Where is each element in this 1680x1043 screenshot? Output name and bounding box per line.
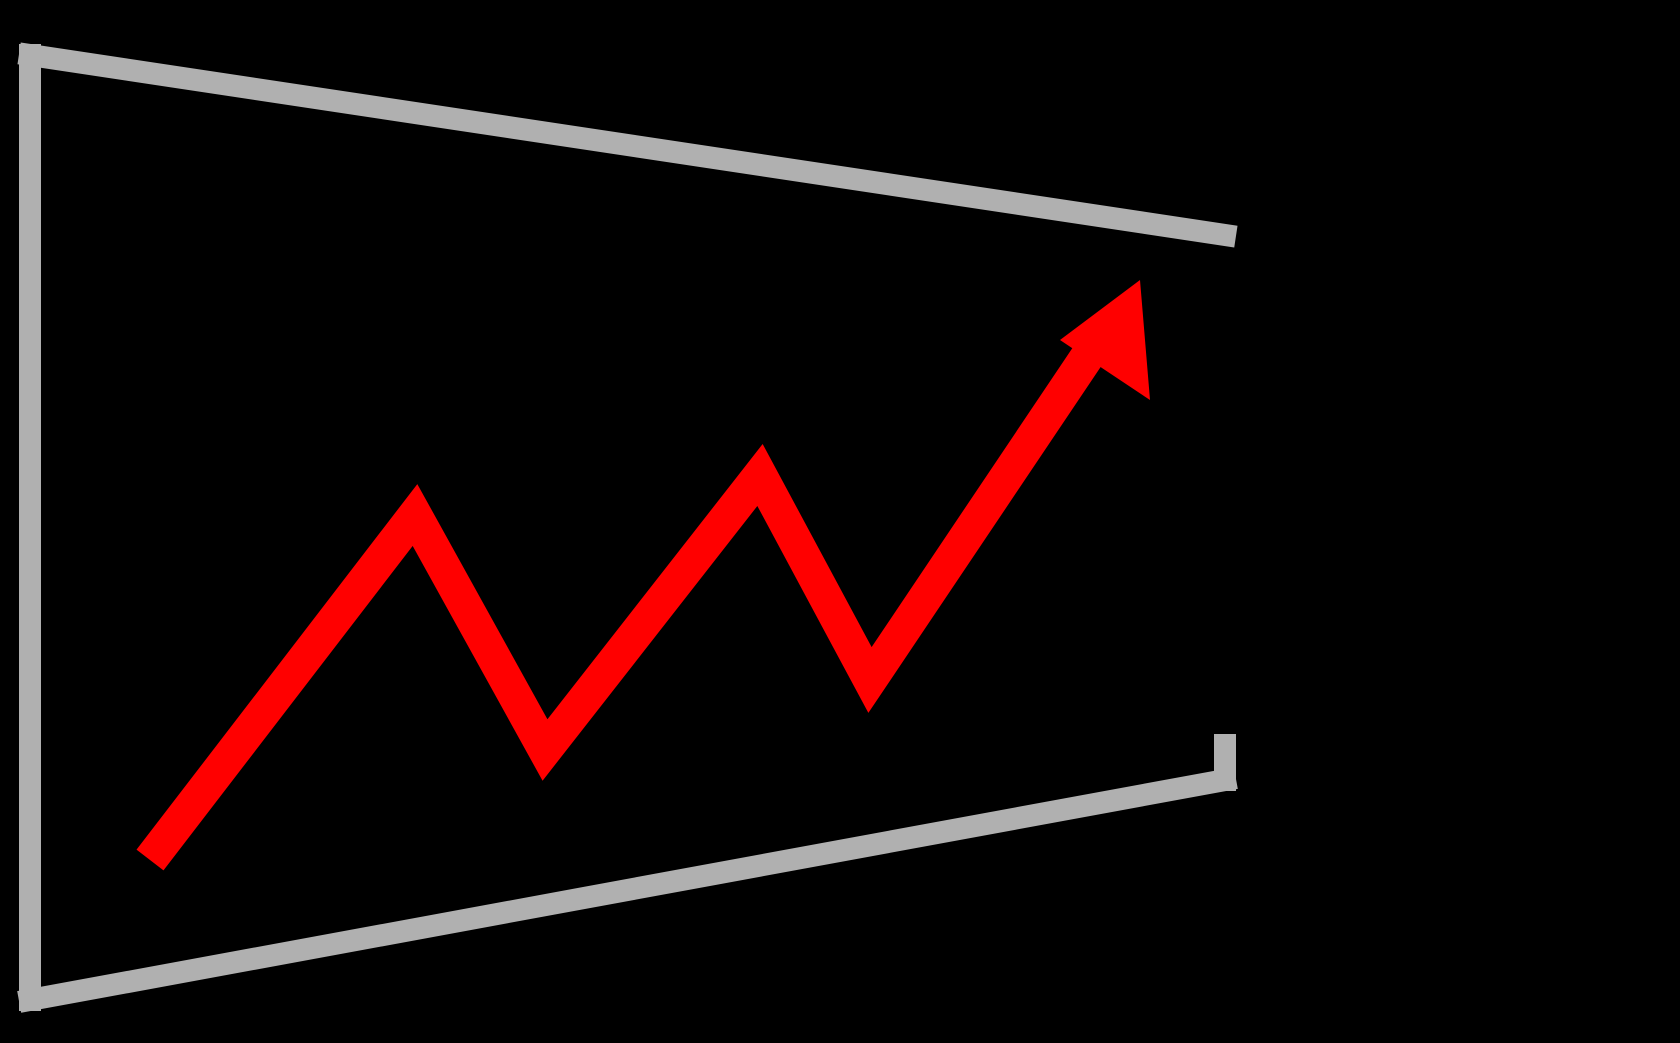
trend-diagram [0, 0, 1680, 1043]
trend-polyline [150, 330, 1105, 860]
diagram-stage [0, 0, 1680, 1043]
perspective-frame [30, 55, 1225, 1000]
upward-trend-line [150, 280, 1150, 860]
